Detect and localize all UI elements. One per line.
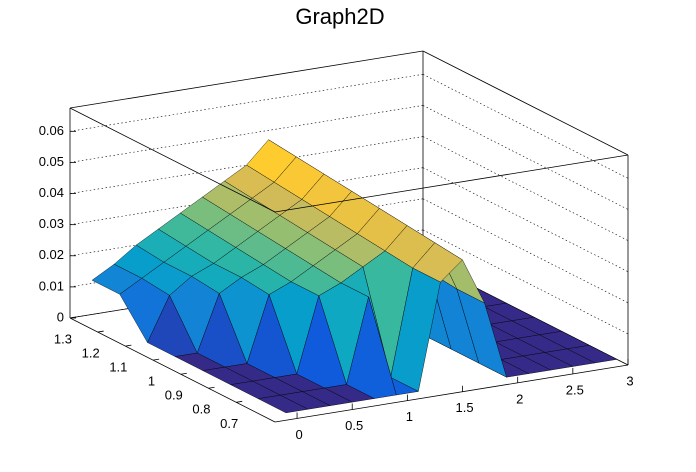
x-tick-label: 1	[406, 409, 413, 424]
x-tick-label: 1.5	[455, 400, 473, 415]
y-tick-label: 0.9	[165, 388, 183, 403]
y-tick	[125, 344, 132, 347]
box-edge	[69, 317, 276, 423]
x-tick-label: 2	[516, 391, 523, 406]
y-tick	[180, 372, 187, 375]
z-tick-label: 0	[57, 309, 64, 324]
x-tick-label: 3	[626, 373, 633, 388]
x-tick-label: 0	[295, 427, 302, 442]
surface-cell	[257, 394, 309, 414]
z-tick-label: 0.03	[39, 216, 64, 231]
y-tick	[97, 330, 104, 333]
y-tick	[153, 358, 160, 361]
box-edge	[274, 154, 629, 213]
y-tick-label: 0.8	[192, 402, 210, 417]
chart-title: Graph2D	[295, 4, 384, 29]
x-tick-label: 0.5	[345, 418, 363, 433]
box-edge	[274, 364, 629, 423]
y-tick-label: 1	[148, 374, 155, 389]
box-edge	[422, 50, 629, 156]
z-tick-label: 0.02	[39, 247, 64, 262]
y-tick-label: 1.3	[54, 331, 72, 346]
x-tick-label: 2.5	[566, 382, 584, 397]
box-edge	[69, 107, 276, 213]
z-tick-label: 0.04	[39, 185, 64, 200]
y-tick	[69, 316, 77, 319]
box-edge	[69, 50, 424, 109]
y-tick	[236, 400, 243, 403]
y-tick-label: 0.7	[220, 416, 238, 431]
z-tick-label: 0.01	[39, 278, 64, 293]
y-tick-label: 1.2	[82, 345, 100, 360]
z-tick-label: 0.05	[39, 154, 64, 169]
z-tick-label: 0.06	[39, 123, 64, 138]
y-tick	[208, 386, 215, 389]
y-tick-label: 1.1	[109, 360, 127, 375]
